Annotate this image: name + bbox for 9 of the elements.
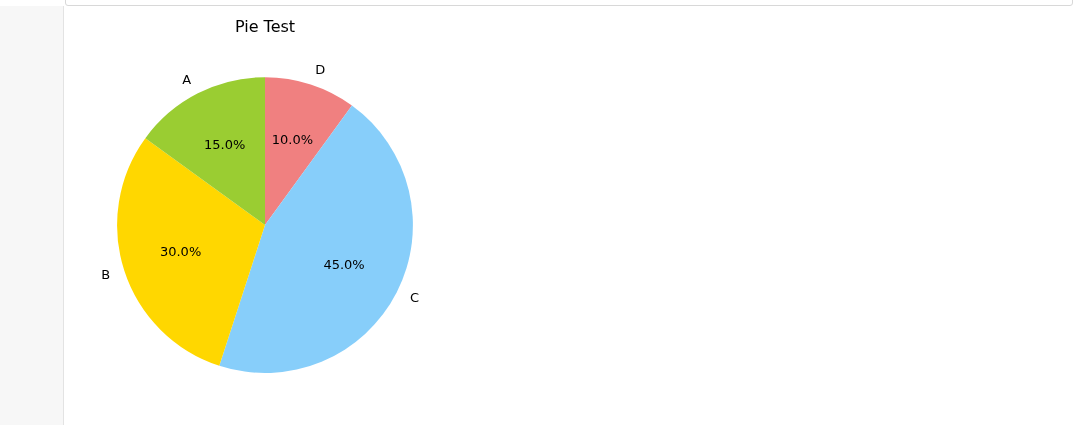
slice-label: C — [409, 290, 420, 306]
slice-label: A — [182, 71, 192, 87]
data-label: 45.0% — [323, 256, 365, 272]
slice-label: B — [101, 266, 111, 282]
data-label: 15.0% — [204, 137, 246, 153]
chart-title: Pie Test — [234, 16, 296, 36]
slice-label: D — [315, 61, 326, 77]
data-label: 30.0% — [159, 243, 202, 259]
data-label: 10.0% — [271, 132, 314, 148]
